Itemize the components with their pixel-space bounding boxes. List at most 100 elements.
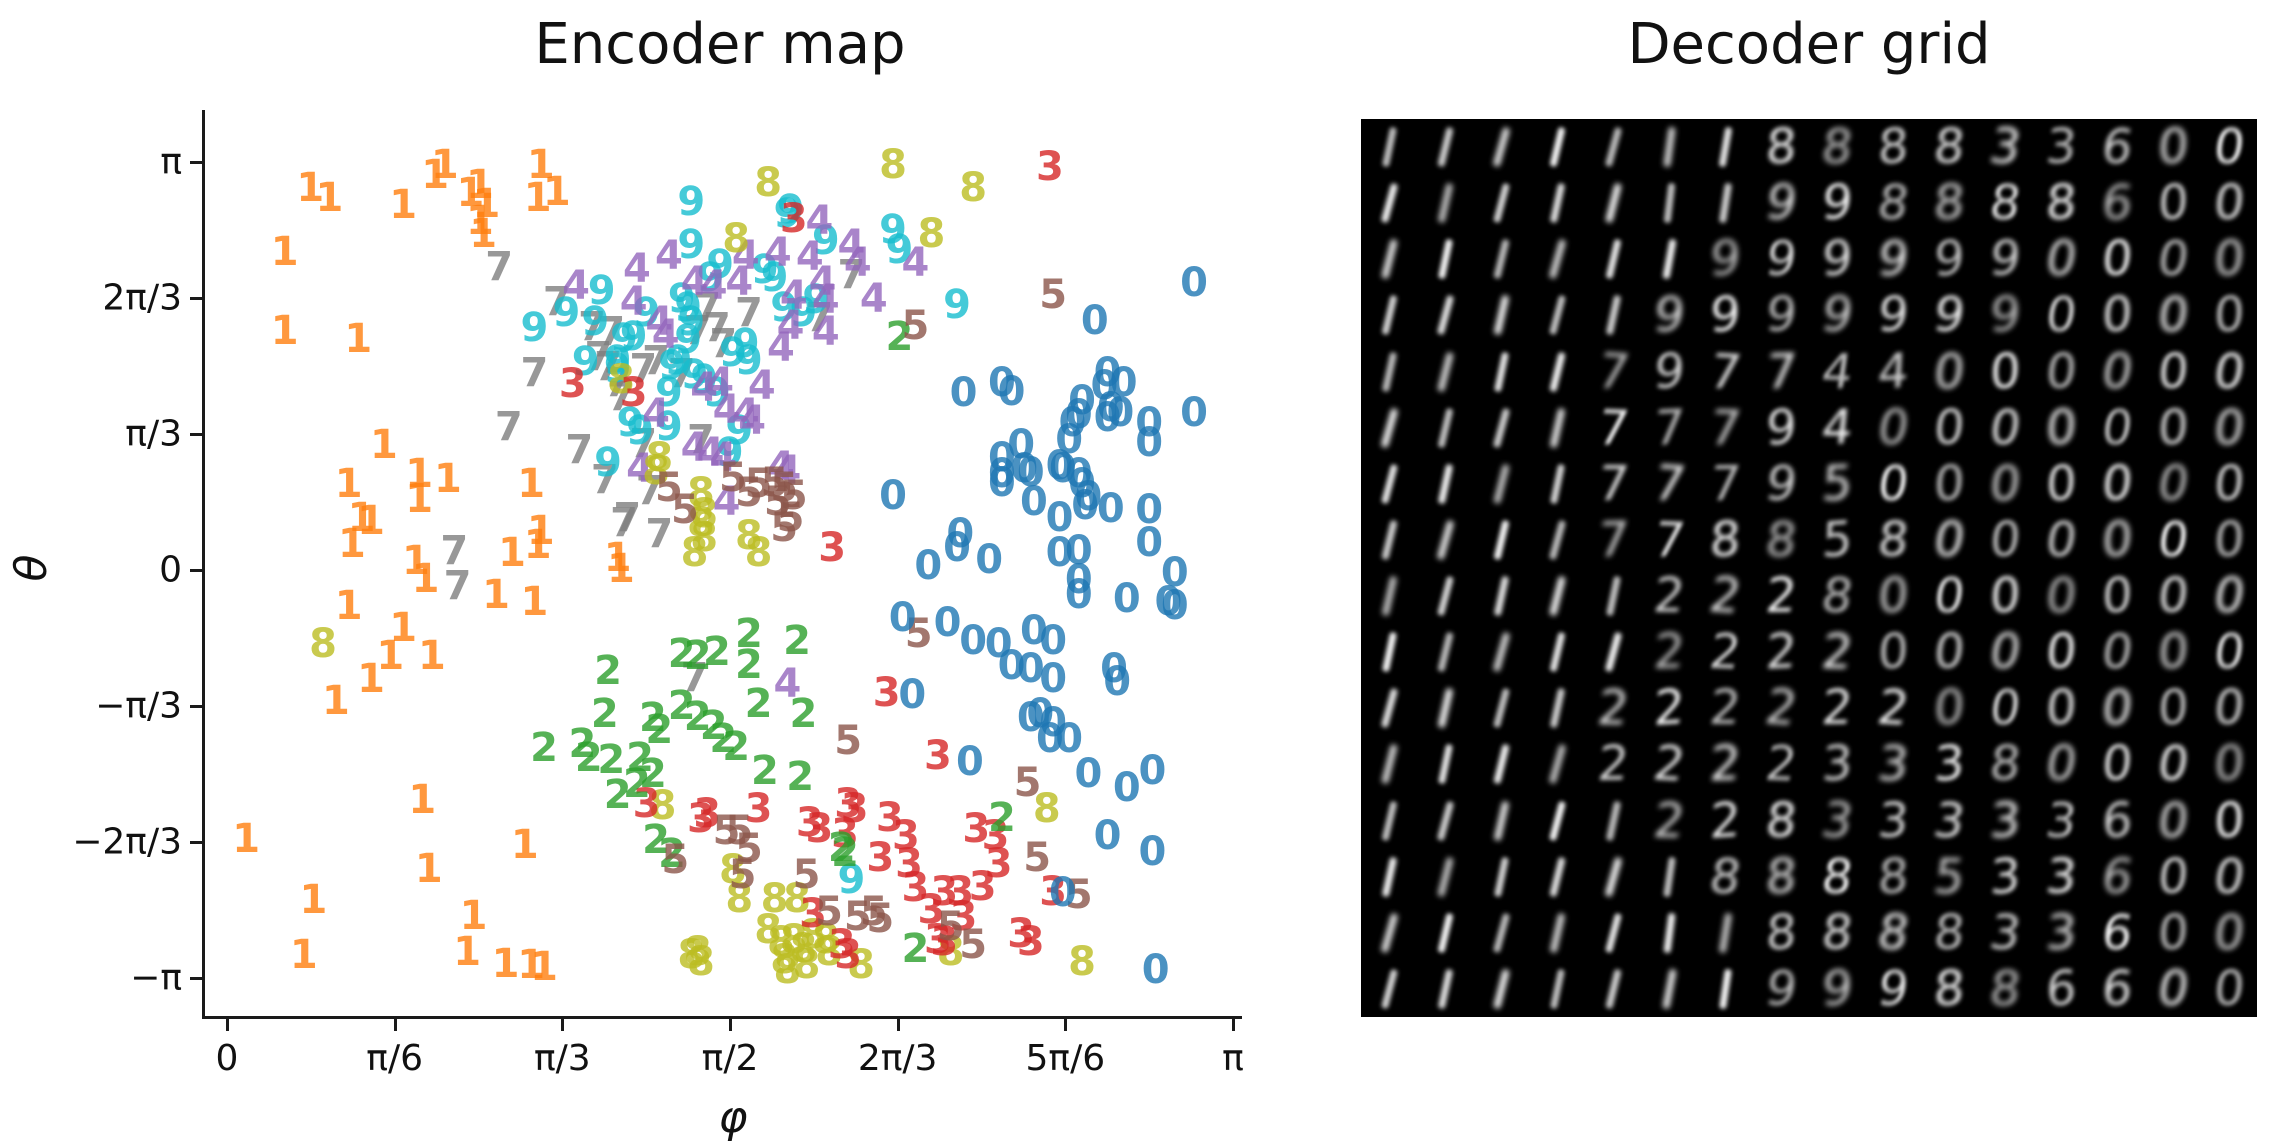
scatter-digit-4: 4 <box>859 275 888 322</box>
decoder-cell: 3 <box>1932 736 1966 793</box>
scatter-digit-5: 5 <box>776 495 805 542</box>
decoder-cell: 9 <box>1819 960 1855 1017</box>
scatter-digit-4: 4 <box>805 197 834 244</box>
decoder-cell: 9 <box>1819 175 1855 232</box>
scatter-digit-3: 3 <box>984 840 1013 887</box>
decoder-cell <box>1585 624 1641 680</box>
decoder-cell <box>1697 119 1753 175</box>
decoder-cell: 0 <box>2156 399 2190 456</box>
decoder-cell: 0 <box>2041 511 2081 568</box>
scatter-digit-5: 5 <box>770 465 799 512</box>
scatter-digit-5: 5 <box>735 826 763 873</box>
scatter-digit-3: 3 <box>1036 144 1064 191</box>
scatter-digit-5: 5 <box>1023 835 1052 882</box>
scatter-digit-0: 0 <box>1090 362 1119 409</box>
scatter-digit-0: 0 <box>1135 419 1164 466</box>
scatter-digit-2: 2 <box>751 748 779 795</box>
scatter-digit-7: 7 <box>610 500 638 547</box>
decoder-cell <box>1417 512 1473 568</box>
decoder-cell: 7 <box>1649 511 1689 568</box>
scatter-digit-1: 1 <box>491 940 520 987</box>
decoder-cell: 0 <box>2210 175 2248 232</box>
scatter-digit-1: 1 <box>434 456 462 503</box>
decoder-cell: 8 <box>1873 175 1913 232</box>
scatter-digit-7: 7 <box>485 244 514 291</box>
decoder-cell: 2 <box>1818 624 1856 681</box>
scatter-digit-9: 9 <box>674 284 703 331</box>
decoder-cell: 0 <box>1985 399 2025 456</box>
scatter-digit-0: 0 <box>1180 259 1208 306</box>
scatter-digit-7: 7 <box>594 344 622 391</box>
scatter-digit-0: 0 <box>988 459 1016 506</box>
decoder-cell: 0 <box>2154 568 2192 625</box>
scatter-digit-0: 0 <box>1135 487 1164 534</box>
scatter-digit-0: 0 <box>1096 384 1125 431</box>
scatter-digit-1: 1 <box>482 571 510 618</box>
scatter-digit-4: 4 <box>619 279 648 326</box>
scatter-digit-4: 4 <box>712 387 741 434</box>
decoder-cell <box>1417 287 1473 343</box>
decoder-cell <box>1361 512 1417 568</box>
scatter-digit-0: 0 <box>975 536 1004 583</box>
scatter-digit-1: 1 <box>334 461 363 508</box>
scatter-digit-5: 5 <box>1013 760 1042 807</box>
x-axis-spine <box>202 1016 1242 1019</box>
decoder-cell: 8 <box>1764 119 1798 176</box>
decoder-cell <box>1641 961 1697 1017</box>
scatter-digit-1: 1 <box>421 152 450 199</box>
scatter-digit-9: 9 <box>719 330 747 377</box>
scatter-digit-0: 0 <box>914 543 943 590</box>
x-tick-label: 5π/6 <box>1025 1038 1106 1079</box>
scatter-digit-4: 4 <box>795 233 824 280</box>
decoder-cell: 7 <box>1763 343 1799 400</box>
scatter-digit-0: 0 <box>1074 750 1103 797</box>
scatter-digit-9: 9 <box>706 241 735 288</box>
decoder-cell: 0 <box>2209 848 2249 905</box>
scatter-digit-5: 5 <box>959 922 988 969</box>
scatter-digit-7: 7 <box>805 294 834 341</box>
decoder-cell: 0 <box>2153 511 2193 568</box>
scatter-digit-5: 5 <box>859 888 888 935</box>
scatter-digit-5: 5 <box>770 505 799 552</box>
scatter-digit-5: 5 <box>760 459 789 506</box>
decoder-cell: 0 <box>1984 624 2026 681</box>
scatter-digit-8: 8 <box>683 928 712 975</box>
scatter-digit-4: 4 <box>747 362 776 409</box>
scatter-digit-9: 9 <box>603 337 632 384</box>
scatter-digit-1: 1 <box>523 522 552 569</box>
scatter-digit-3: 3 <box>962 805 991 852</box>
scatter-digit-8: 8 <box>606 357 635 404</box>
scatter-digit-7: 7 <box>494 404 523 451</box>
scatter-digit-9: 9 <box>677 179 706 226</box>
scatter-digit-2: 2 <box>703 628 731 675</box>
decoder-cell: 0 <box>2042 568 2080 625</box>
scatter-digit-8: 8 <box>744 530 773 577</box>
scatter-digit-5: 5 <box>728 852 757 899</box>
scatter-digit-0: 0 <box>1058 400 1087 447</box>
decoder-cell: 6 <box>2097 904 2137 961</box>
scatter-digit-0: 0 <box>1020 479 1048 526</box>
scatter-digit-7: 7 <box>542 279 571 326</box>
scatter-digit-9: 9 <box>811 218 840 265</box>
scatter-digit-7: 7 <box>584 333 613 380</box>
scatter-digit-0: 0 <box>1071 483 1100 530</box>
scatter-digit-4: 4 <box>773 448 802 495</box>
scatter-digit-4: 4 <box>811 276 840 323</box>
scatter-digit-8: 8 <box>722 215 751 262</box>
scatter-digit-8: 8 <box>309 621 337 668</box>
decoder-cell <box>1529 456 1585 512</box>
decoder-cell <box>1585 175 1641 231</box>
decoder-cell <box>1417 793 1473 849</box>
decoder-cell <box>1529 736 1585 792</box>
decoder-cell: 3 <box>2041 792 2081 849</box>
scatter-digit-2: 2 <box>658 831 687 878</box>
scatter-digit-7: 7 <box>683 307 712 354</box>
scatter-digit-4: 4 <box>696 430 725 477</box>
scatter-digit-7: 7 <box>578 304 606 351</box>
x-tick <box>561 1019 565 1031</box>
scatter-digit-4: 4 <box>731 232 760 279</box>
decoder-cell: 0 <box>2096 343 2138 400</box>
decoder-cell: 2 <box>1706 680 1744 737</box>
scatter-digit-0: 0 <box>1141 947 1170 994</box>
decoder-cell: 9 <box>1875 287 1911 344</box>
